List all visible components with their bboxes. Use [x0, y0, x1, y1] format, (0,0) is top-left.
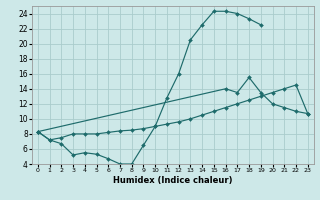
X-axis label: Humidex (Indice chaleur): Humidex (Indice chaleur) [113, 176, 233, 185]
